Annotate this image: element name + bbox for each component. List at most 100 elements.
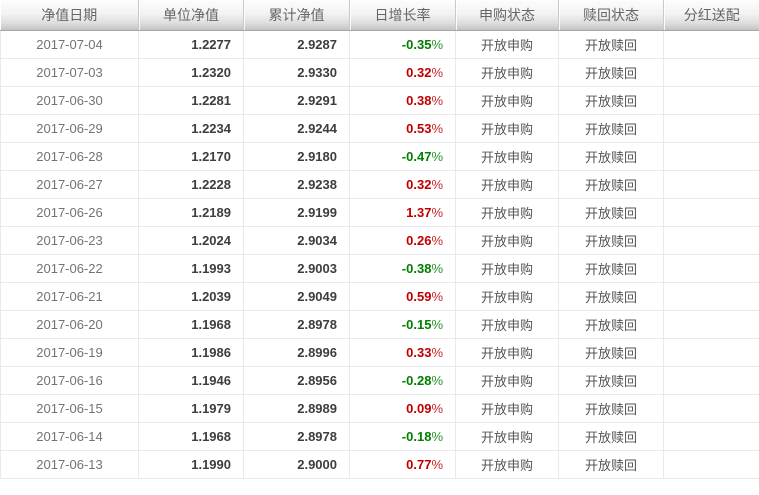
cell-unit_nav: 1.2277	[138, 30, 244, 59]
cell-acc_nav: 2.9291	[243, 86, 350, 115]
table-row: 2017-06-21 1.2039 2.9049 0.59% 开放申购 开放赎回	[0, 282, 759, 311]
table-row: 2017-06-27 1.2228 2.9238 0.32% 开放申购 开放赎回	[0, 170, 759, 199]
cell-dividend	[663, 422, 759, 451]
cell-redeem_status: 开放赎回	[558, 86, 664, 115]
cell-dividend	[663, 30, 759, 59]
cell-acc_nav: 2.8989	[243, 394, 350, 423]
table-row: 2017-06-26 1.2189 2.9199 1.37% 开放申购 开放赎回	[0, 198, 759, 227]
cell-daily_growth: 0.77%	[349, 450, 456, 479]
cell-daily_growth: 1.37%	[349, 198, 456, 227]
table-row: 2017-06-19 1.1986 2.8996 0.33% 开放申购 开放赎回	[0, 338, 759, 367]
cell-unit_nav: 1.2189	[138, 198, 244, 227]
cell-redeem_status: 开放赎回	[558, 226, 664, 255]
cell-acc_nav: 2.9287	[243, 30, 350, 59]
cell-acc_nav: 2.8978	[243, 422, 350, 451]
cell-unit_nav: 1.1990	[138, 450, 244, 479]
cell-acc_nav: 2.9238	[243, 170, 350, 199]
cell-acc_nav: 2.9049	[243, 282, 350, 311]
cell-purchase_status: 开放申购	[455, 338, 559, 367]
cell-date: 2017-06-19	[0, 338, 139, 367]
cell-daily_growth: -0.28%	[349, 366, 456, 395]
cell-unit_nav: 1.1946	[138, 366, 244, 395]
cell-daily_growth: -0.47%	[349, 142, 456, 171]
header-row: 净值日期 单位净值 累计净值 日增长率 申购状态 赎回状态 分红送配	[0, 0, 759, 31]
cell-purchase_status: 开放申购	[455, 282, 559, 311]
table-row: 2017-06-14 1.1968 2.8978 -0.18% 开放申购 开放赎回	[0, 422, 759, 451]
table-row: 2017-06-16 1.1946 2.8956 -0.28% 开放申购 开放赎回	[0, 366, 759, 395]
cell-redeem_status: 开放赎回	[558, 394, 664, 423]
cell-redeem_status: 开放赎回	[558, 198, 664, 227]
cell-date: 2017-06-28	[0, 142, 139, 171]
cell-redeem_status: 开放赎回	[558, 422, 664, 451]
cell-unit_nav: 1.2170	[138, 142, 244, 171]
cell-daily_growth: 0.09%	[349, 394, 456, 423]
cell-purchase_status: 开放申购	[455, 86, 559, 115]
cell-dividend	[663, 114, 759, 143]
cell-dividend	[663, 142, 759, 171]
cell-purchase_status: 开放申购	[455, 170, 559, 199]
column-header-daily_growth: 日增长率	[349, 0, 456, 31]
cell-acc_nav: 2.9000	[243, 450, 350, 479]
cell-acc_nav: 2.9244	[243, 114, 350, 143]
cell-dividend	[663, 198, 759, 227]
cell-dividend	[663, 366, 759, 395]
cell-redeem_status: 开放赎回	[558, 366, 664, 395]
table-row: 2017-06-15 1.1979 2.8989 0.09% 开放申购 开放赎回	[0, 394, 759, 423]
cell-dividend	[663, 86, 759, 115]
cell-unit_nav: 1.2320	[138, 58, 244, 87]
table-header: 净值日期 单位净值 累计净值 日增长率 申购状态 赎回状态 分红送配	[0, 0, 759, 31]
table-row: 2017-06-13 1.1990 2.9000 0.77% 开放申购 开放赎回	[0, 450, 759, 479]
cell-date: 2017-06-15	[0, 394, 139, 423]
cell-dividend	[663, 338, 759, 367]
cell-daily_growth: -0.18%	[349, 422, 456, 451]
cell-acc_nav: 2.8996	[243, 338, 350, 367]
column-header-dividend: 分红送配	[663, 0, 759, 31]
table-row: 2017-06-22 1.1993 2.9003 -0.38% 开放申购 开放赎回	[0, 254, 759, 283]
cell-unit_nav: 1.1986	[138, 338, 244, 367]
cell-date: 2017-06-29	[0, 114, 139, 143]
cell-date: 2017-06-14	[0, 422, 139, 451]
cell-daily_growth: 0.33%	[349, 338, 456, 367]
cell-date: 2017-06-26	[0, 198, 139, 227]
table-row: 2017-07-03 1.2320 2.9330 0.32% 开放申购 开放赎回	[0, 58, 759, 87]
cell-daily_growth: 0.32%	[349, 170, 456, 199]
cell-unit_nav: 1.1968	[138, 422, 244, 451]
cell-acc_nav: 2.9180	[243, 142, 350, 171]
column-header-acc_nav: 累计净值	[243, 0, 350, 31]
table-row: 2017-06-29 1.2234 2.9244 0.53% 开放申购 开放赎回	[0, 114, 759, 143]
cell-purchase_status: 开放申购	[455, 142, 559, 171]
cell-daily_growth: 0.26%	[349, 226, 456, 255]
cell-redeem_status: 开放赎回	[558, 114, 664, 143]
cell-purchase_status: 开放申购	[455, 226, 559, 255]
table-row: 2017-07-04 1.2277 2.9287 -0.35% 开放申购 开放赎回	[0, 30, 759, 59]
cell-redeem_status: 开放赎回	[558, 170, 664, 199]
cell-unit_nav: 1.1979	[138, 394, 244, 423]
cell-dividend	[663, 58, 759, 87]
cell-purchase_status: 开放申购	[455, 198, 559, 227]
cell-redeem_status: 开放赎回	[558, 58, 664, 87]
cell-redeem_status: 开放赎回	[558, 254, 664, 283]
cell-date: 2017-06-20	[0, 310, 139, 339]
table-body: 2017-07-04 1.2277 2.9287 -0.35% 开放申购 开放赎回 2017…	[0, 30, 759, 479]
cell-daily_growth: -0.38%	[349, 254, 456, 283]
cell-purchase_status: 开放申购	[455, 310, 559, 339]
cell-acc_nav: 2.8978	[243, 310, 350, 339]
column-header-unit_nav: 单位净值	[138, 0, 244, 31]
cell-redeem_status: 开放赎回	[558, 338, 664, 367]
cell-redeem_status: 开放赎回	[558, 282, 664, 311]
cell-purchase_status: 开放申购	[455, 30, 559, 59]
cell-date: 2017-06-13	[0, 450, 139, 479]
cell-dividend	[663, 310, 759, 339]
table-row: 2017-06-23 1.2024 2.9034 0.26% 开放申购 开放赎回	[0, 226, 759, 255]
cell-daily_growth: 0.32%	[349, 58, 456, 87]
column-header-redeem_status: 赎回状态	[558, 0, 664, 31]
cell-daily_growth: -0.35%	[349, 30, 456, 59]
cell-unit_nav: 1.1993	[138, 254, 244, 283]
cell-date: 2017-06-21	[0, 282, 139, 311]
cell-purchase_status: 开放申购	[455, 58, 559, 87]
cell-acc_nav: 2.9003	[243, 254, 350, 283]
cell-redeem_status: 开放赎回	[558, 30, 664, 59]
cell-dividend	[663, 170, 759, 199]
cell-dividend	[663, 394, 759, 423]
